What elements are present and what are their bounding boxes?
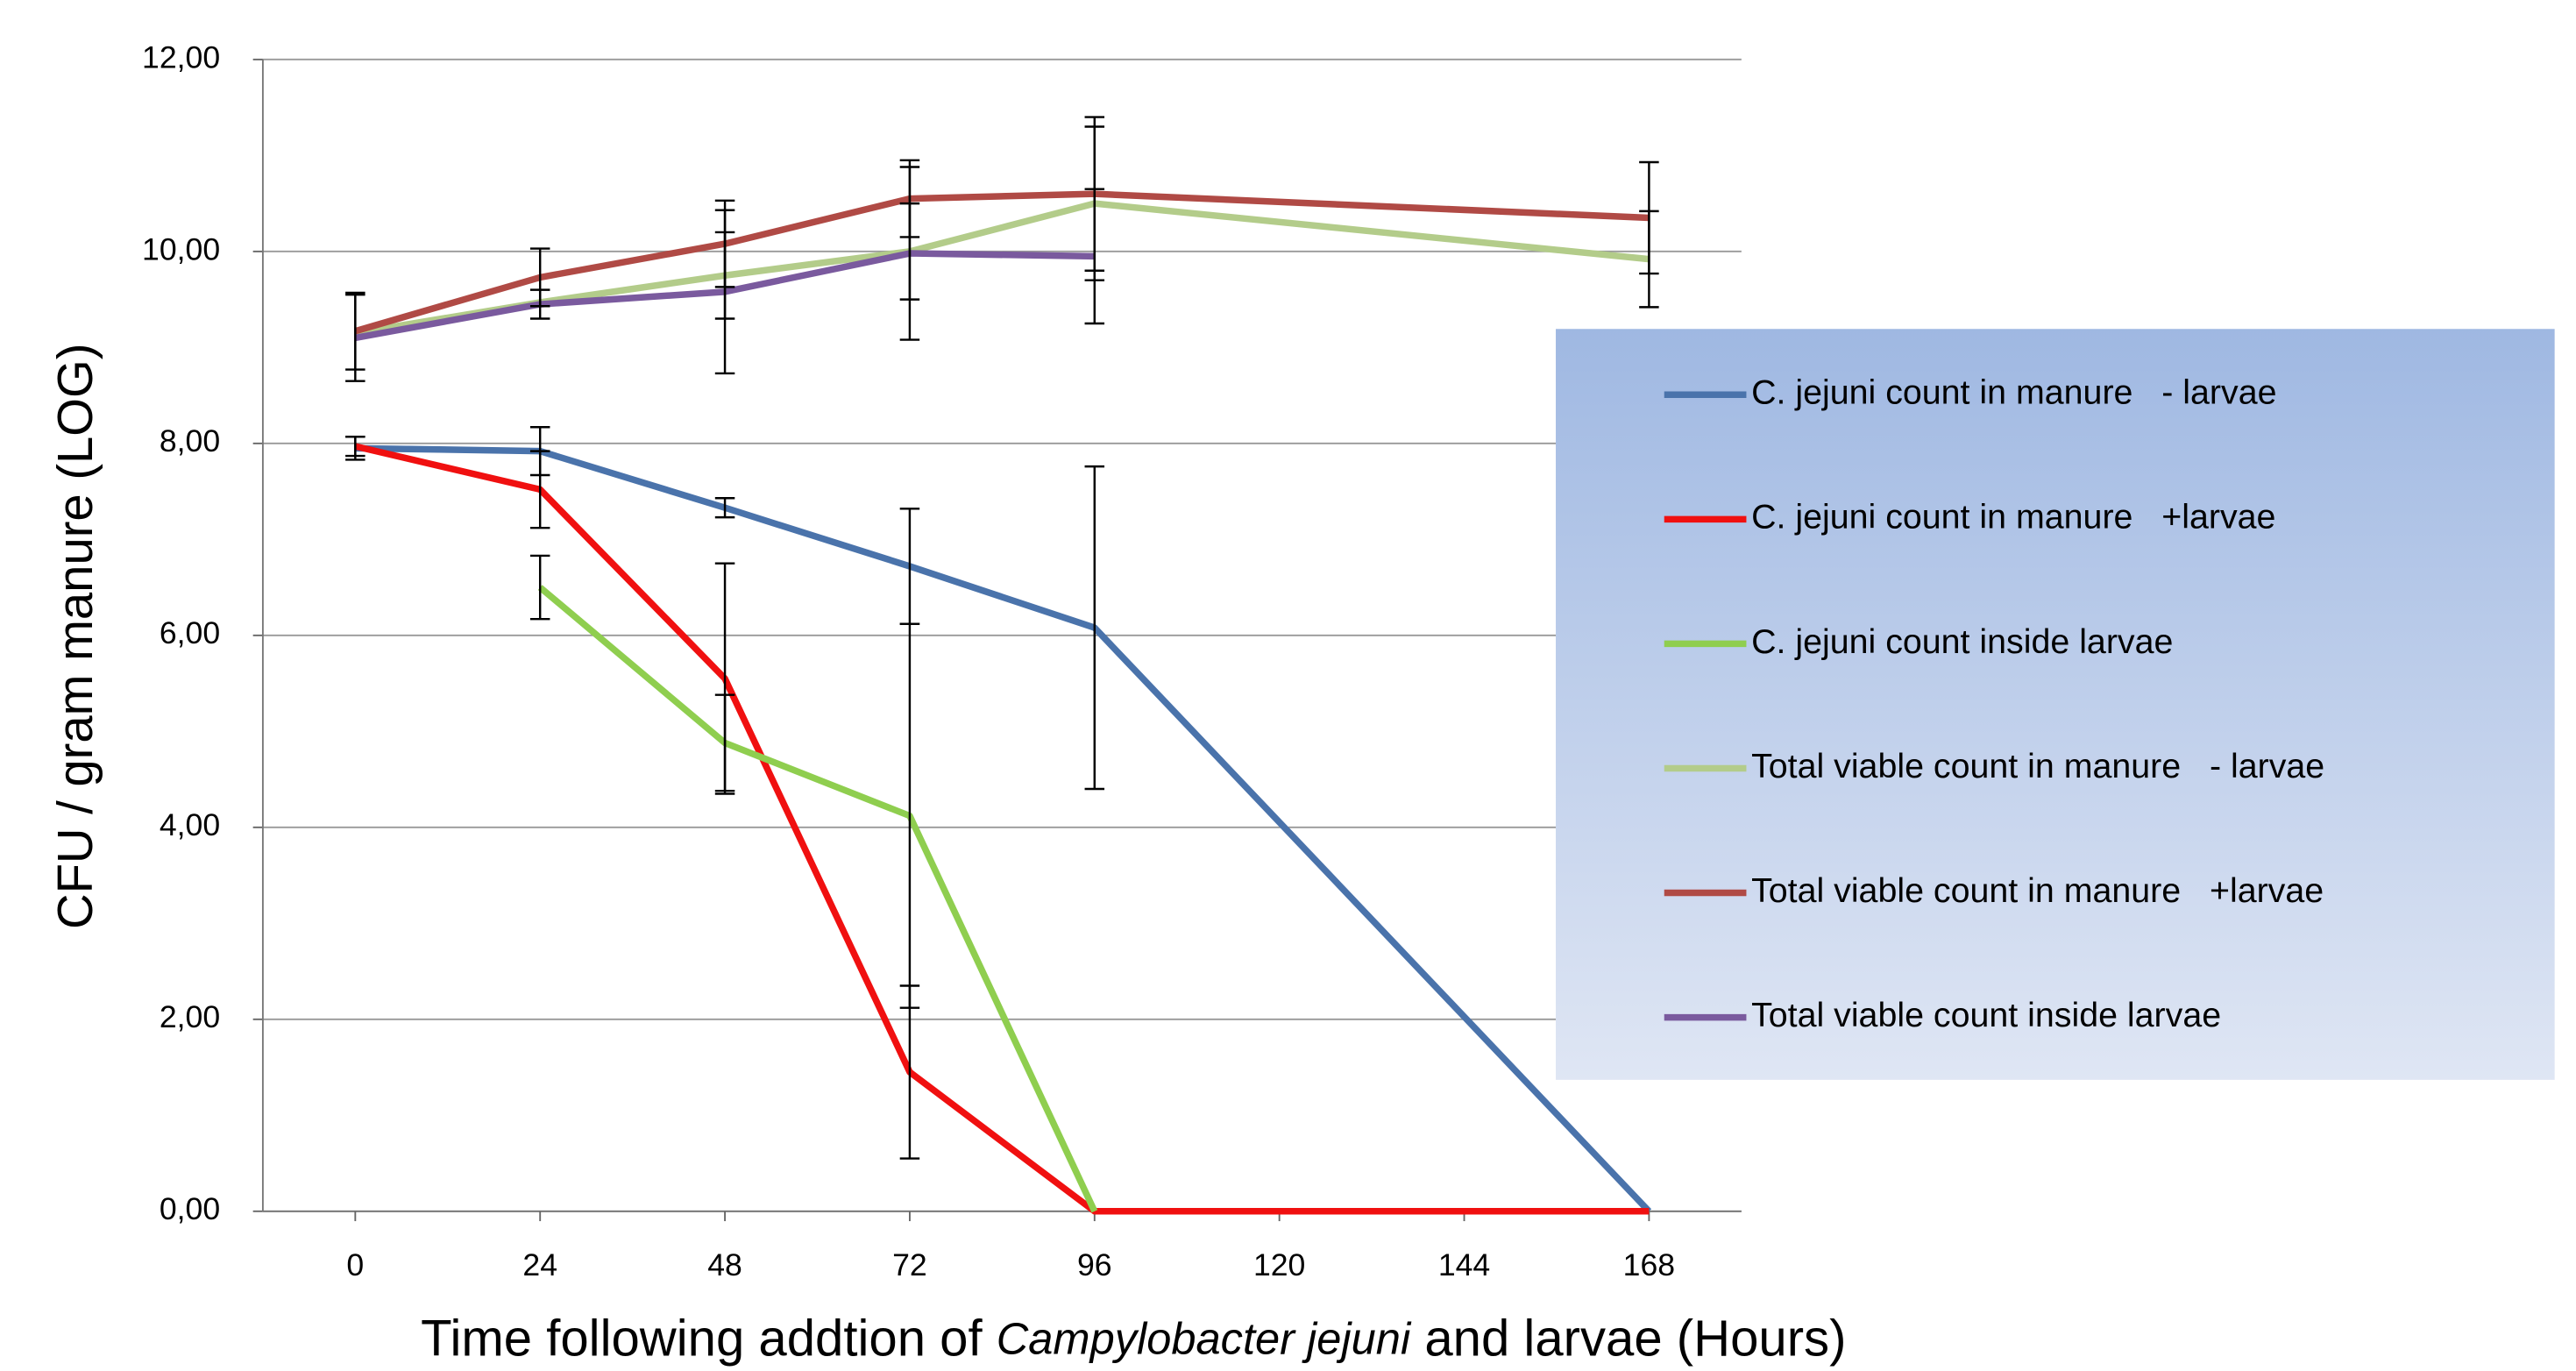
- x-tick-label: 144: [1438, 1247, 1490, 1282]
- x-tick-label: 0: [346, 1247, 364, 1282]
- x-tick-label: 96: [1077, 1247, 1112, 1282]
- legend-label: C. jejuni count in manure - larvae: [1751, 373, 2276, 412]
- error-bar: [529, 554, 550, 621]
- y-tick-label: 2,00: [160, 999, 220, 1034]
- series-line: [537, 585, 1098, 1213]
- legend-box: [1556, 329, 2555, 1080]
- y-tick-label: 6,00: [160, 615, 220, 650]
- x-tick-label: 168: [1623, 1247, 1675, 1282]
- x-label-italic: Campylobacter jejuni: [997, 1314, 1412, 1364]
- error-bar: [1084, 465, 1105, 791]
- error-bar: [345, 435, 365, 458]
- legend-label: C. jejuni count in manure +larvae: [1751, 498, 2275, 536]
- error-bar: [1639, 160, 1659, 275]
- x-label-part: and larvae (Hours): [1424, 1311, 1846, 1367]
- y-tick-label: 4,00: [160, 807, 220, 842]
- error-bar: [899, 166, 920, 341]
- x-axis-label: Time following addtion of Campylobacter …: [421, 1311, 1846, 1367]
- error-bar: [714, 497, 735, 519]
- legend-label: Total viable count inside larvae: [1751, 996, 2221, 1034]
- series-line: [354, 200, 1650, 337]
- error-bar: [714, 209, 735, 375]
- x-tick-label: 72: [892, 1247, 927, 1282]
- error-bar: [899, 984, 920, 1160]
- x-label-part: Time following addtion of: [421, 1311, 983, 1367]
- error-bar: [899, 622, 920, 1009]
- error-bar: [714, 693, 735, 792]
- error-bar: [529, 288, 550, 320]
- y-tick-label: 12,00: [142, 39, 220, 75]
- error-bar: [345, 293, 365, 382]
- error-bar: [529, 450, 550, 529]
- legend: C. jejuni count in manure - larvae C. jej…: [1664, 373, 2324, 1034]
- y-tick-label: 0,00: [160, 1191, 220, 1226]
- series-line: [354, 190, 1650, 335]
- x-tick-label: 48: [707, 1247, 742, 1282]
- y-tick-label: 8,00: [160, 423, 220, 458]
- legend-label: C. jejuni count inside larvae: [1751, 622, 2173, 661]
- x-tick-label: 120: [1253, 1247, 1305, 1282]
- series-line: [355, 444, 1652, 1214]
- y-axis-label: CFU / gram manure (LOG): [47, 344, 103, 930]
- legend-label: Total viable count in manure - larvae: [1751, 747, 2324, 785]
- legend-label: Total viable count in manure +larvae: [1751, 871, 2324, 910]
- y-tick-label: 10,00: [142, 231, 220, 266]
- error-bar: [1084, 188, 1105, 325]
- plot-area: 0,00 2,00 4,00 6,00 8,00 10,00 12,00 0 24 48 72 96 1…: [142, 39, 1742, 1282]
- x-tick-label: 24: [522, 1247, 557, 1282]
- series-line: [354, 443, 1650, 1215]
